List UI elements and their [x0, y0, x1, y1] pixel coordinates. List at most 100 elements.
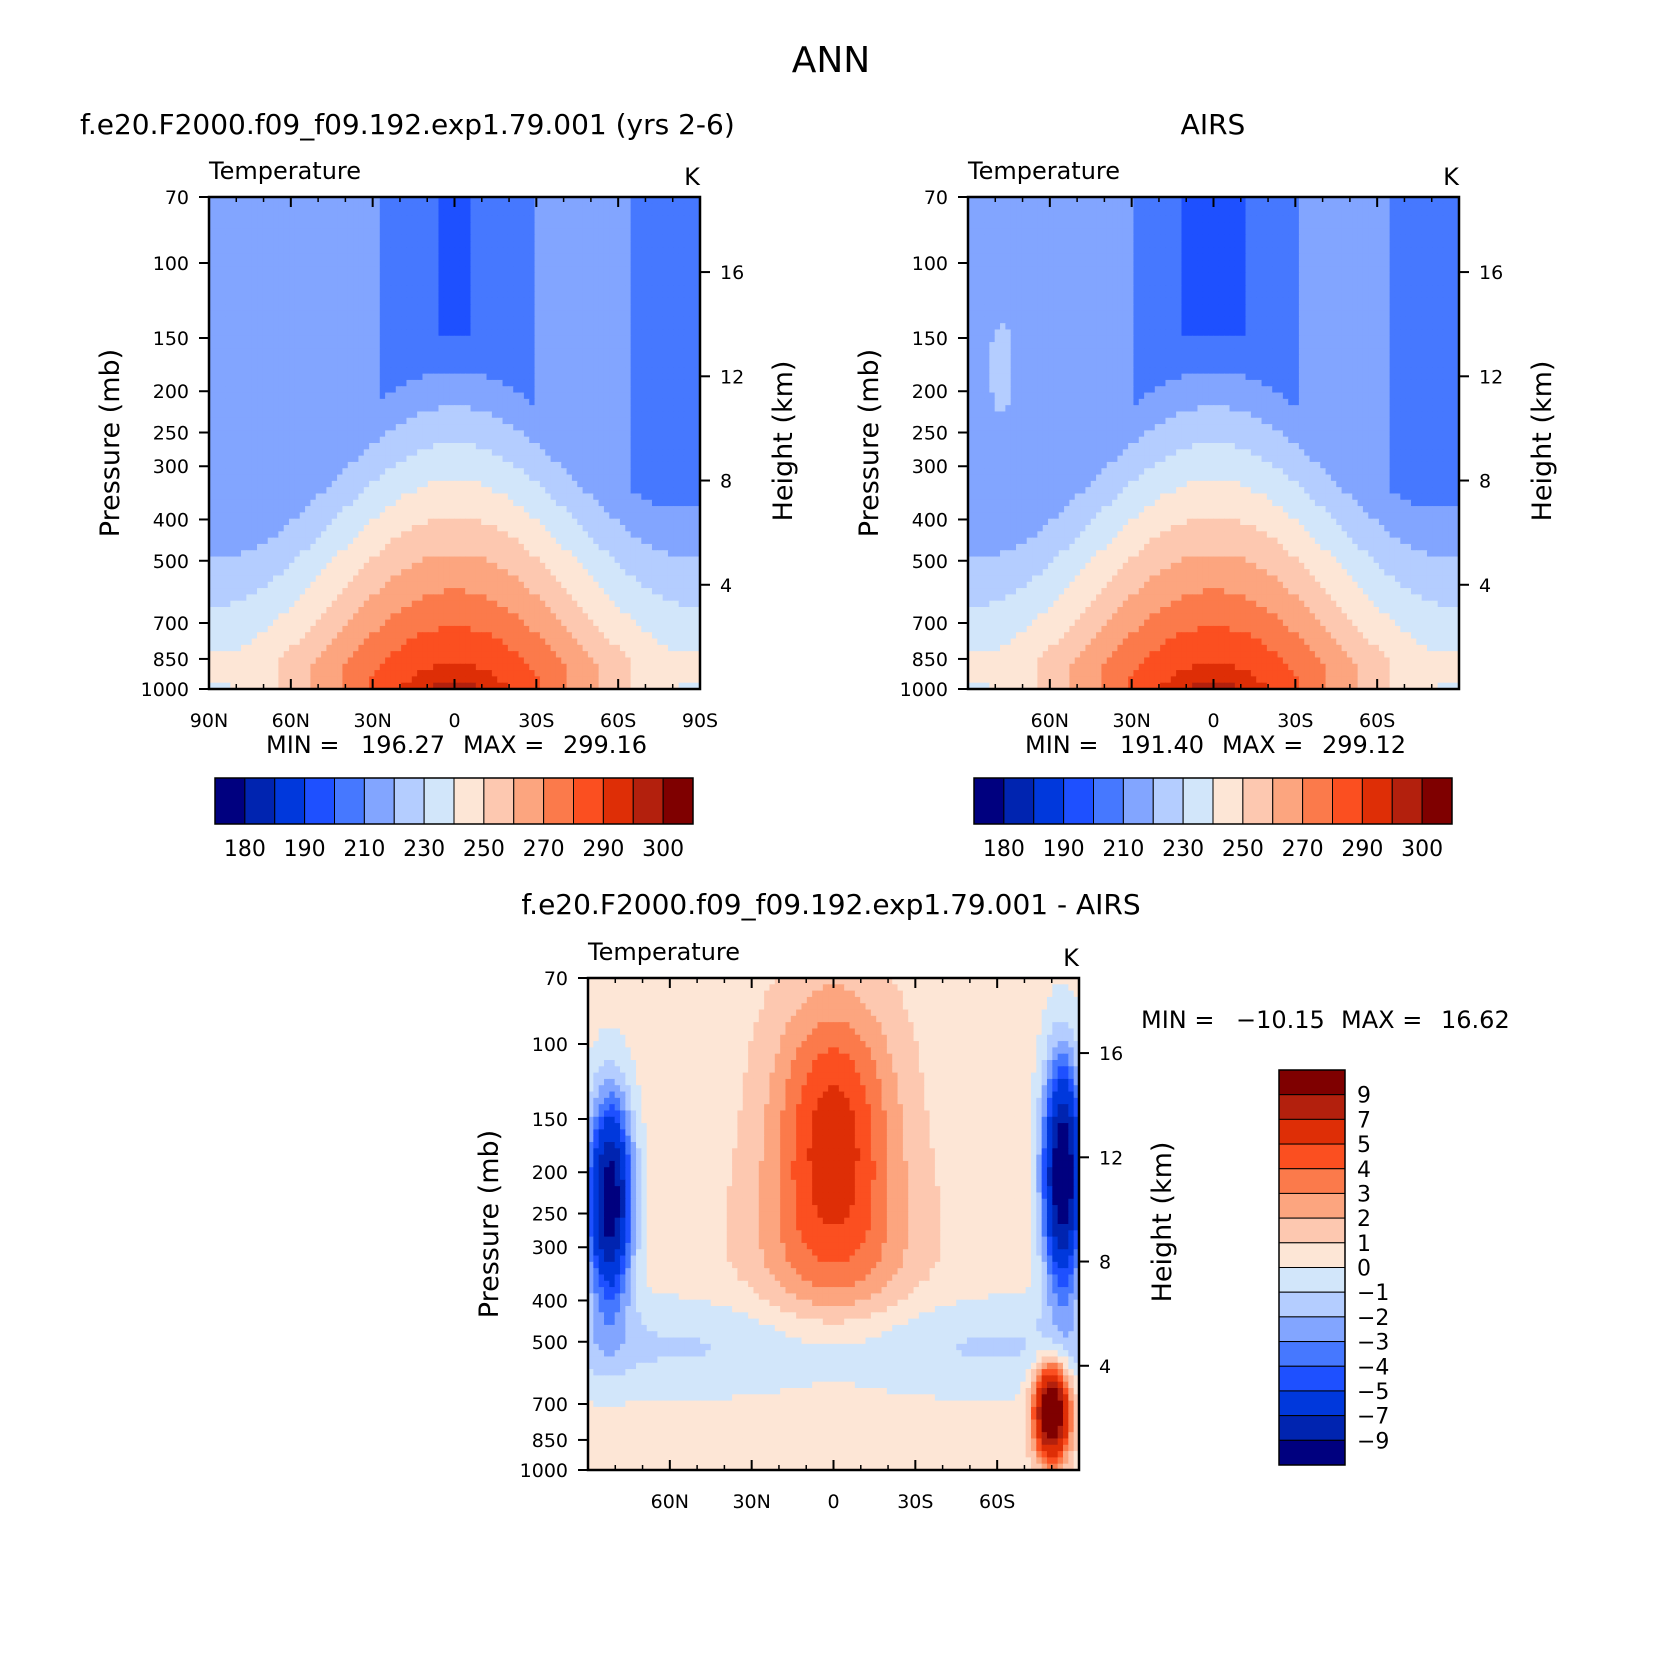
contour-cell: [619, 373, 626, 381]
contour-cell: [502, 512, 509, 520]
contour-cell: [502, 348, 509, 356]
contour-cell: [443, 335, 450, 343]
contour-cell: [603, 499, 610, 507]
contour-cell: [273, 480, 279, 488]
contour-cell: [235, 531, 242, 539]
contour-cell: [598, 310, 605, 318]
contour-cell: [555, 373, 562, 381]
contour-cell: [235, 480, 242, 488]
contour-cell: [502, 461, 509, 469]
contour-cell: [363, 443, 370, 450]
contour-cell: [603, 361, 610, 368]
contour-cell: [465, 386, 472, 394]
contour-cell: [678, 443, 685, 450]
contour-cell: [529, 424, 536, 431]
contour-cell: [518, 291, 525, 299]
contour-cell: [278, 499, 285, 507]
contour-cell: [561, 247, 568, 255]
contour-cell: [342, 279, 349, 286]
contour-cell: [598, 386, 605, 394]
contour-cell: [481, 329, 488, 337]
contour-cell: [459, 335, 466, 343]
contour-cell: [331, 531, 338, 539]
contour-cell: [689, 266, 696, 274]
contour-cell: [342, 234, 349, 242]
contour-cell: [593, 228, 600, 236]
contour-cell: [609, 222, 616, 230]
contour-cell: [369, 304, 376, 312]
contour-cell: [587, 468, 594, 476]
contour-cell: [294, 348, 301, 356]
contour-cell: [497, 499, 504, 507]
contour-cell: [475, 512, 482, 520]
contour-cell: [667, 335, 674, 343]
contour-cell: [219, 323, 226, 331]
contour-cell: [465, 253, 472, 261]
contour-cell: [539, 386, 546, 394]
contour-cell: [694, 234, 701, 242]
contour-cell: [507, 260, 514, 267]
contour-cell: [251, 367, 258, 375]
contour-cell: [614, 461, 621, 469]
contour-cell: [246, 222, 253, 230]
contour-cell: [523, 518, 530, 526]
contour-cell: [422, 234, 429, 242]
contour-cell: [257, 234, 263, 242]
contour-cell: [507, 285, 514, 293]
contour-cell: [363, 279, 370, 286]
contour-cell: [257, 506, 263, 513]
contour-cell: [390, 468, 397, 476]
contour-cell: [337, 342, 344, 349]
contour-cell: [454, 379, 461, 387]
contour-cell: [209, 468, 215, 476]
contour-cell: [219, 461, 226, 469]
contour-cell: [646, 361, 653, 368]
contour-cell: [369, 506, 376, 513]
contour-cell: [678, 411, 685, 419]
contour-cell: [577, 468, 584, 476]
contour-cell: [337, 361, 344, 368]
contour-cell: [571, 430, 578, 438]
contour-cell: [555, 323, 562, 331]
contour-cell: [561, 518, 568, 526]
contour-cell: [273, 247, 279, 255]
contour-cell: [651, 215, 658, 223]
contour-cell: [363, 512, 370, 520]
contour-cell: [262, 443, 269, 450]
contour-cell: [550, 386, 557, 394]
contour-cell: [651, 335, 658, 343]
contour-cell: [326, 272, 333, 280]
contour-cell: [662, 449, 669, 457]
contour-cell: [401, 228, 408, 236]
contour-cell: [315, 405, 322, 413]
contour-cell: [582, 411, 589, 419]
contour-cell: [342, 361, 349, 368]
contour-cell: [219, 361, 226, 368]
contour-cell: [662, 316, 669, 324]
contour-cell: [678, 455, 685, 463]
contour-cell: [401, 222, 408, 230]
contour-cell: [347, 266, 354, 274]
contour-cell: [374, 253, 381, 261]
contour-cell: [577, 436, 584, 444]
contour-cell: [417, 531, 424, 539]
contour-cell: [395, 222, 402, 230]
contour-cell: [374, 411, 381, 419]
contour-cell: [310, 443, 317, 450]
contour-cell: [539, 291, 546, 299]
contour-cell: [481, 417, 488, 425]
contour-cell: [678, 493, 685, 501]
contour-cell: [241, 392, 247, 400]
contour-cell: [305, 316, 312, 324]
contour-cell: [550, 379, 557, 387]
contour-cell: [427, 253, 434, 261]
contour-cell: [353, 291, 360, 299]
contour-cell: [417, 487, 424, 495]
contour-cell: [662, 342, 669, 349]
contour-cell: [374, 398, 381, 406]
contour-cell: [598, 373, 605, 381]
contour-cell: [321, 310, 328, 318]
contour-cell: [299, 499, 306, 507]
contour-cell: [326, 392, 333, 400]
contour-cell: [283, 266, 290, 274]
